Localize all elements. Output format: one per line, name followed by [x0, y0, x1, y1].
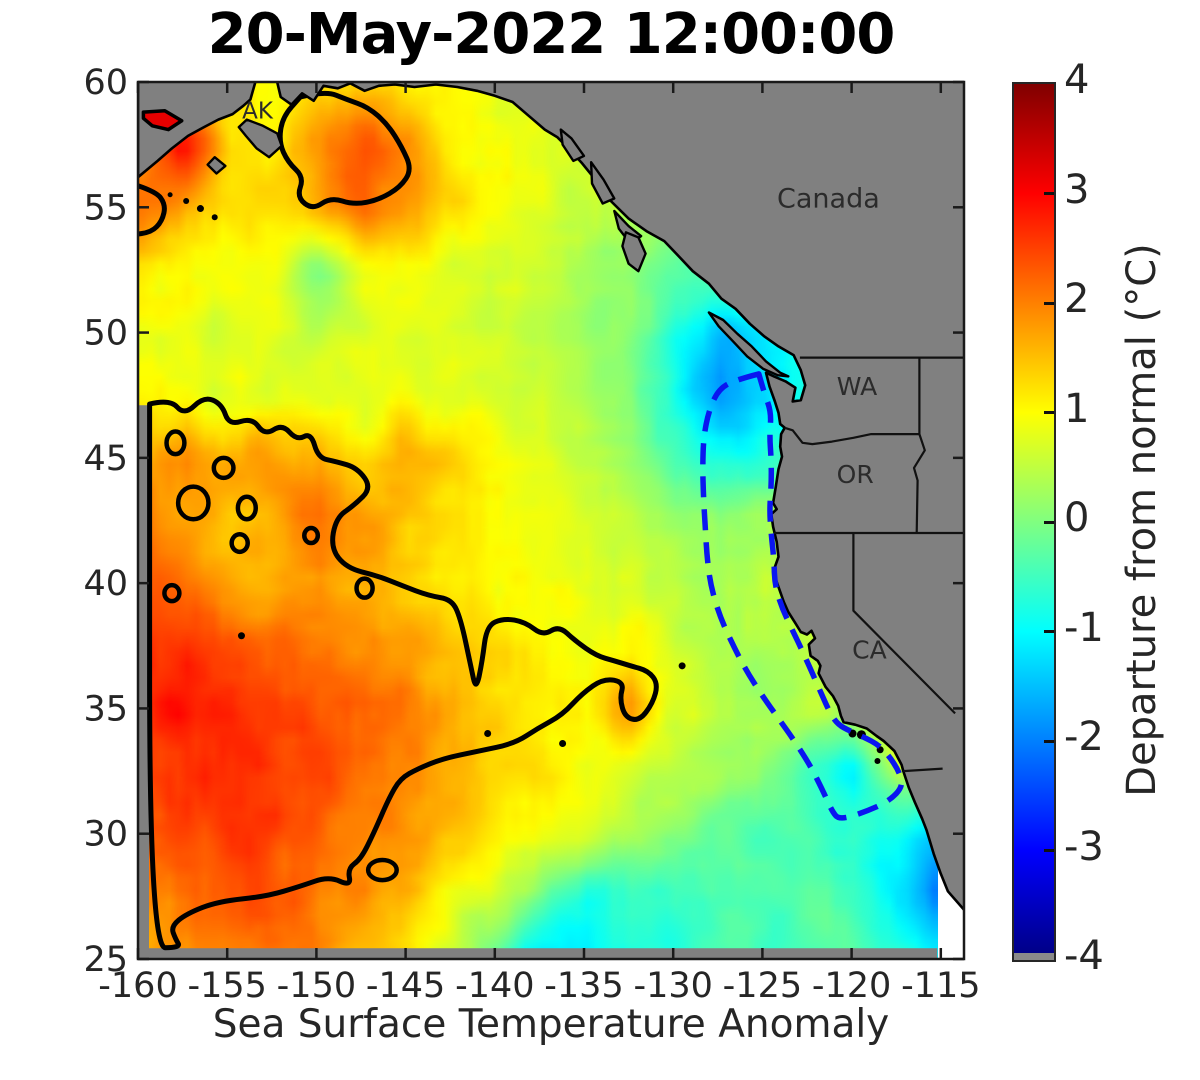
land-islet	[848, 729, 857, 738]
land-island	[206, 156, 227, 175]
y-tick-label: 55	[83, 188, 128, 228]
x-tick-label: -115	[901, 966, 980, 1006]
land-islet	[183, 198, 190, 205]
map-label-or: OR	[837, 460, 874, 489]
x-tick-label: -155	[187, 966, 266, 1006]
state-border	[903, 767, 943, 773]
colorbar-tick	[1044, 192, 1054, 195]
sst-contour-hole	[302, 525, 321, 546]
figure-title: 20-May-2022 12:00:00	[207, 2, 896, 67]
state-border	[784, 426, 920, 446]
x-tick-label: -135	[544, 966, 623, 1006]
dashed-region-outline	[700, 371, 905, 821]
map-label-wa: WA	[837, 372, 877, 401]
y-tick-label: 60	[83, 63, 128, 103]
x-tick-label: -145	[366, 966, 445, 1006]
sst-contour-hole	[354, 576, 375, 600]
colorbar-tick-label: 0	[1064, 495, 1090, 541]
state-border	[852, 533, 956, 715]
sst-contour-hole	[164, 429, 187, 457]
colorbar-tick	[1044, 520, 1054, 524]
y-tick-label: 30	[83, 815, 128, 855]
x-tick-label: -160	[98, 966, 177, 1006]
sst-contour-dot	[484, 729, 492, 737]
colorbar-tick-label: 1	[1064, 385, 1090, 432]
sst-contour-dot	[237, 632, 245, 640]
y-tick-label: 45	[83, 439, 128, 479]
x-tick-label: -140	[455, 966, 534, 1006]
x-tick-label: -130	[633, 966, 712, 1006]
colorbar-tick	[1044, 849, 1054, 852]
colorbar-tick-label: 4	[1064, 57, 1090, 103]
geo-layer: AK Canada WA OR CA	[138, 82, 964, 959]
colorbar-tick	[1044, 630, 1054, 633]
sst-contour-hole	[365, 857, 399, 883]
land-island	[559, 128, 586, 163]
sst-contour-gulf-alaska	[277, 90, 412, 210]
colorbar-tick-label: 2	[1064, 276, 1090, 322]
map-label-ca: CA	[852, 635, 887, 664]
sst-contour-west-edge	[138, 183, 167, 237]
land-islet	[211, 214, 218, 221]
plot-frame	[136, 80, 966, 961]
colorbar-tick	[1044, 301, 1054, 305]
map-label-canada: Canada	[777, 183, 880, 214]
hot-anomaly-patch	[141, 109, 184, 132]
colorbar-tick	[1044, 739, 1054, 743]
land-islet	[874, 758, 881, 765]
colorbar-label: Departure from normal (°C)	[1119, 243, 1165, 797]
nodata-bottom-strip	[138, 948, 938, 959]
colorbar-tick-label: -4	[1064, 933, 1104, 979]
sst-contour-hole	[235, 494, 258, 522]
land-island	[707, 311, 790, 378]
land-mainland	[138, 82, 964, 912]
sst-contour-dot	[559, 740, 567, 748]
sst-contour-main	[147, 396, 659, 951]
map-label-ak: AK	[242, 98, 274, 124]
x-tick-label: -120	[812, 966, 891, 1006]
nodata-left-strip	[138, 405, 149, 959]
land-island	[621, 231, 647, 273]
land-island	[589, 161, 616, 205]
x-tick-label: -125	[723, 966, 802, 1006]
colorbar-tick-label: -3	[1064, 823, 1104, 870]
colorbar	[1012, 82, 1056, 962]
y-tick-label: 35	[83, 689, 128, 729]
sst-contour-dot	[678, 662, 686, 670]
colorbar-tick-label: -1	[1064, 604, 1104, 651]
land-islet	[196, 205, 204, 213]
sst-contour-hole	[175, 484, 211, 522]
colorbar-nodata-strip	[1014, 953, 1054, 960]
x-tick-label: -150	[277, 966, 356, 1006]
colorbar-tick-label: -2	[1064, 714, 1104, 760]
sst-contour-hole	[162, 582, 182, 604]
land-islet	[167, 192, 173, 198]
state-border	[912, 433, 926, 534]
y-tick-label: 40	[83, 564, 128, 604]
land-island	[237, 118, 283, 159]
sst-contour-hole	[211, 455, 236, 481]
y-tick-label: 50	[83, 314, 128, 354]
sst-contour-hole	[229, 532, 250, 555]
x-axis-label: Sea Surface Temperature Anomaly	[212, 1002, 890, 1047]
colorbar-tick-label: 3	[1064, 166, 1090, 213]
y-tick-label: 25	[83, 940, 128, 980]
colorbar-tick	[1044, 411, 1054, 414]
